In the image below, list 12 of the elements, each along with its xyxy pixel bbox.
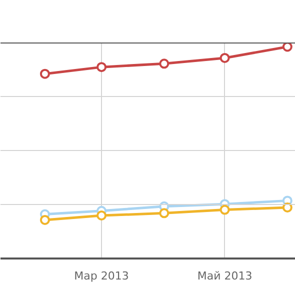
point <box>159 58 170 69</box>
point <box>282 202 292 212</box>
point <box>220 204 230 215</box>
point <box>40 214 50 225</box>
point <box>96 62 107 72</box>
point <box>96 210 107 221</box>
point <box>40 68 50 79</box>
x-tick-label: Май 2013 <box>197 270 252 282</box>
point <box>159 208 170 218</box>
x-tick-label: Мар 2013 <box>74 270 129 282</box>
point <box>282 42 292 52</box>
point <box>220 52 230 63</box>
